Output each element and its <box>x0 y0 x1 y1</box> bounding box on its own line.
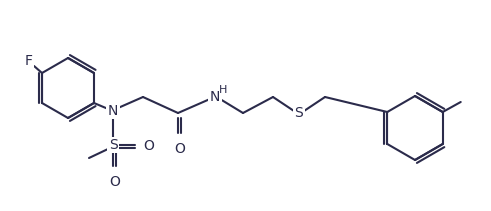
Text: N: N <box>210 90 220 104</box>
Text: H: H <box>219 85 227 95</box>
Text: S: S <box>295 106 303 120</box>
Text: O: O <box>143 139 154 153</box>
Text: S: S <box>109 138 117 152</box>
Text: N: N <box>108 104 118 118</box>
Text: O: O <box>174 142 185 156</box>
Text: F: F <box>25 54 33 68</box>
Text: O: O <box>109 175 120 189</box>
